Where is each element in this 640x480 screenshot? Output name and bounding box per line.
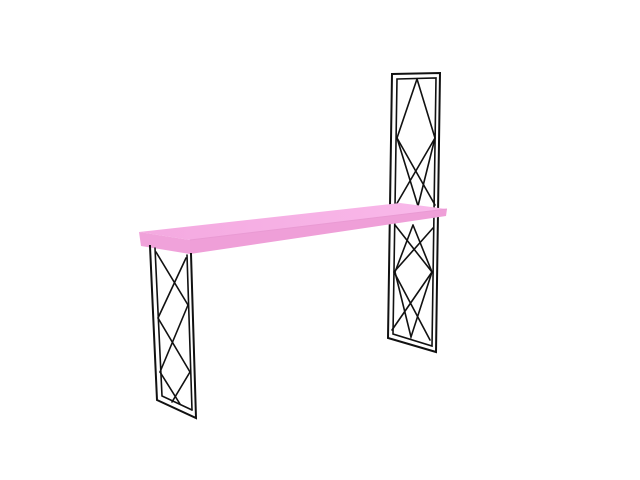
right-leg-lattice-lower	[394, 224, 433, 340]
left-leg-frame	[148, 244, 198, 420]
tabletop	[139, 203, 448, 254]
right-leg-lattice-lower-x2	[393, 227, 434, 273]
right-leg-lattice-mid2	[395, 137, 436, 206]
right-leg-outline	[386, 71, 442, 354]
left-leg-outline	[148, 244, 198, 420]
right-leg-lattice-lower-x4	[391, 271, 433, 331]
left-leg-lattice-d	[159, 304, 189, 373]
left-leg-lattice-e	[159, 371, 181, 405]
left-leg-lattice-a	[155, 251, 189, 306]
right-leg-lattice-upper	[396, 78, 436, 209]
left-leg-lattice-f	[171, 371, 191, 403]
tabletop-surface	[139, 203, 447, 240]
tabletop-edge-line	[189, 208, 448, 241]
right-leg-lattice-lower-x1	[394, 224, 433, 273]
left-leg-inner-right	[186, 254, 193, 411]
left-leg-inner-outline	[154, 247, 193, 411]
right-leg-lattice-lower-x3	[393, 271, 431, 341]
tabletop-front-edge	[139, 232, 190, 254]
left-leg-lattice-b	[157, 257, 187, 319]
right-leg-inner-outline	[392, 77, 437, 348]
tabletop-side-edge	[190, 209, 447, 254]
right-leg-frame	[386, 71, 442, 354]
left-leg-lattice-c	[157, 317, 191, 373]
